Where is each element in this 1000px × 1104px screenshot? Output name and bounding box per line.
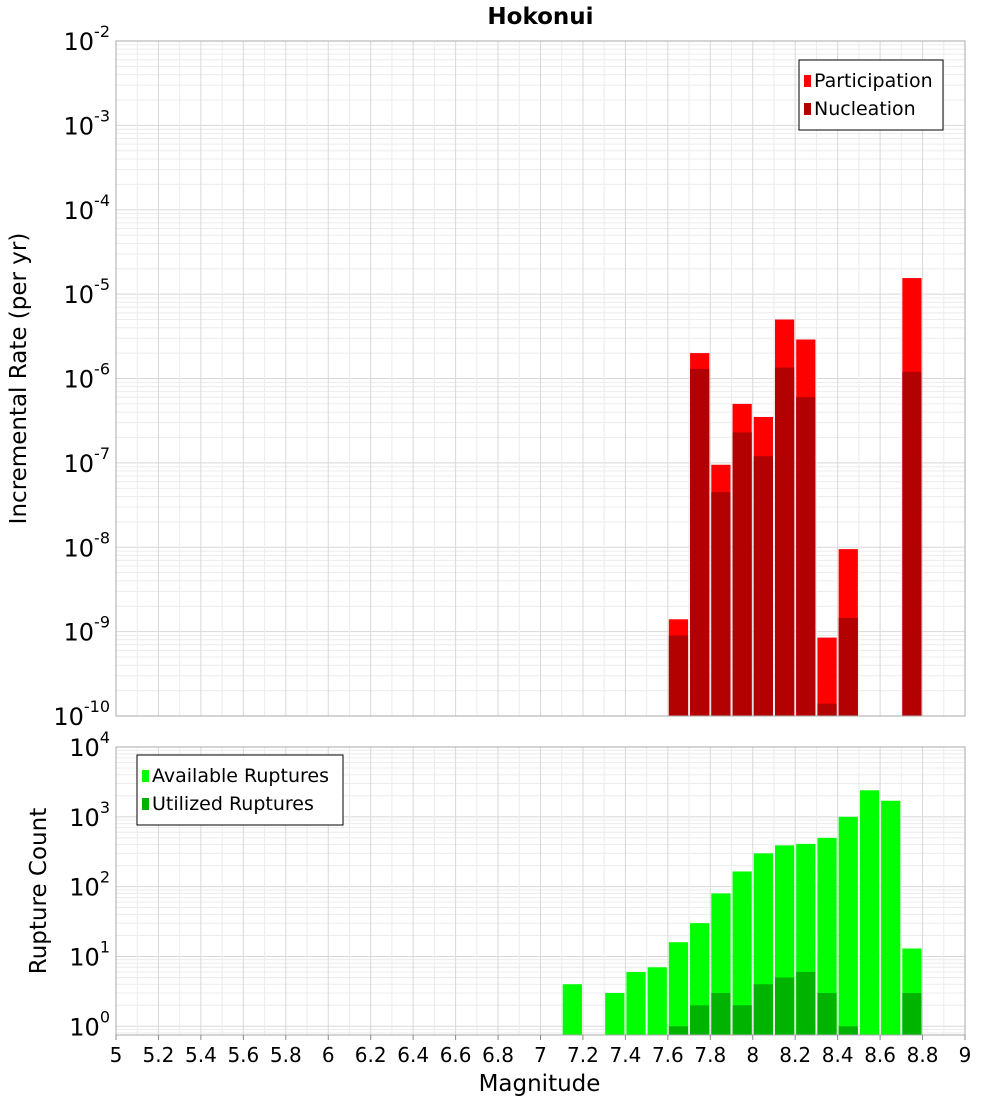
x-tick-label: 8 (746, 1043, 759, 1067)
y-tick-label: 10-2 (64, 22, 111, 56)
plot-frame (115, 40, 966, 717)
x-tick-label: 7.8 (694, 1043, 726, 1067)
legend-swatch (804, 103, 811, 115)
y-tick-label: 103 (69, 798, 110, 832)
x-tick-label: 5 (110, 1043, 123, 1067)
legend-box (136, 754, 344, 826)
y-tick-label: 104 (69, 728, 110, 762)
bar-utilized-ruptures (711, 992, 731, 1035)
legend-swatch (804, 75, 811, 87)
chart-title: Hokonui (487, 4, 593, 30)
y-tick-label: 10-6 (64, 360, 111, 394)
x-tick-label: 7 (534, 1043, 547, 1067)
chart-panel-0: 10-10 10-9 10-8 10-7 10-6 10-5 10-4 10-3 10-2 Inc… (6, 22, 966, 731)
x-tick-label: 5.4 (185, 1043, 217, 1067)
x-tick-label: 6.2 (355, 1043, 387, 1067)
x-tick-label: 6.8 (482, 1043, 514, 1067)
y-tick-label: 10-9 (64, 613, 111, 647)
legend-swatch (142, 770, 149, 782)
legend-label: Utilized Ruptures (152, 793, 314, 815)
x-tick-label: 6.6 (440, 1043, 472, 1067)
y-tick-label: 10-7 (64, 444, 111, 478)
bar-nucleation (902, 371, 922, 716)
y-tick-label: 10-4 (64, 191, 111, 225)
x-tick-label: 8.2 (779, 1043, 811, 1067)
legend-label: Participation (814, 70, 933, 92)
x-tick-label: 6 (322, 1043, 335, 1067)
x-tick-label: 8.6 (864, 1043, 896, 1067)
bar-available-ruptures (668, 942, 689, 1035)
x-tick-label: 7.2 (567, 1043, 599, 1067)
bar-utilized-ruptures (796, 971, 816, 1035)
bar-available-ruptures (859, 790, 880, 1035)
bar-available-ruptures (562, 984, 582, 1035)
bar-utilized-ruptures (902, 992, 922, 1035)
bar-available-ruptures (732, 871, 752, 1035)
bar-utilized-ruptures (838, 1026, 858, 1035)
bar-nucleation (838, 618, 858, 716)
bar-nucleation (711, 492, 731, 716)
y-tick-label: 10-5 (64, 275, 111, 309)
bar-available-ruptures (817, 837, 837, 1035)
bar-nucleation (668, 635, 689, 716)
y-axis-label: Incremental Rate (per yr) (6, 233, 32, 525)
bar-available-ruptures (838, 816, 858, 1035)
x-tick-label: 7.4 (609, 1043, 641, 1067)
x-tick-label: 6.4 (397, 1043, 429, 1067)
x-tick-label: 5.8 (270, 1043, 302, 1067)
bar-nucleation (774, 367, 795, 716)
x-axis-label: Magnitude (479, 1071, 601, 1097)
legend-label: Nucleation (814, 98, 916, 120)
x-tick-label: 7.6 (652, 1043, 684, 1067)
y-tick-label: 102 (69, 868, 110, 902)
legend-label: Available Ruptures (152, 765, 329, 787)
bar-utilized-ruptures (753, 984, 773, 1035)
bar-utilized-ruptures (774, 977, 795, 1035)
y-tick-label: 100 (69, 1007, 110, 1041)
y-axis-label: Rupture Count (26, 808, 52, 974)
x-tick-label: 8.8 (907, 1043, 939, 1067)
bar-available-ruptures (626, 971, 646, 1035)
y-tick-label: 10-10 (53, 697, 110, 731)
bar-available-ruptures (647, 967, 667, 1035)
legend-0: Participation Nucleation (798, 59, 944, 131)
x-tick-label: 9 (959, 1043, 972, 1067)
bar-utilized-ruptures (817, 992, 837, 1035)
bar-available-ruptures (881, 800, 901, 1035)
x-tick-label: 5.2 (143, 1043, 175, 1067)
legend-1: Available Ruptures Utilized Ruptures (136, 754, 344, 826)
bar-available-ruptures (605, 992, 625, 1035)
legend-swatch (142, 798, 149, 810)
bar-nucleation (690, 368, 710, 716)
y-tick-label: 10-3 (64, 106, 111, 140)
y-tick-label: 101 (69, 937, 110, 971)
x-tick-label: 5.6 (227, 1043, 259, 1067)
legend-box (798, 59, 944, 131)
bar-utilized-ruptures (690, 1005, 710, 1035)
bar-nucleation (796, 397, 816, 716)
bar-nucleation (817, 703, 837, 716)
bar-utilized-ruptures (668, 1026, 689, 1035)
bar-participation (817, 637, 837, 716)
bar-utilized-ruptures (732, 1005, 752, 1035)
x-tick-label: 8.4 (822, 1043, 854, 1067)
y-tick-label: 10-8 (64, 528, 111, 562)
bar-nucleation (753, 456, 773, 716)
bar-nucleation (732, 432, 752, 716)
